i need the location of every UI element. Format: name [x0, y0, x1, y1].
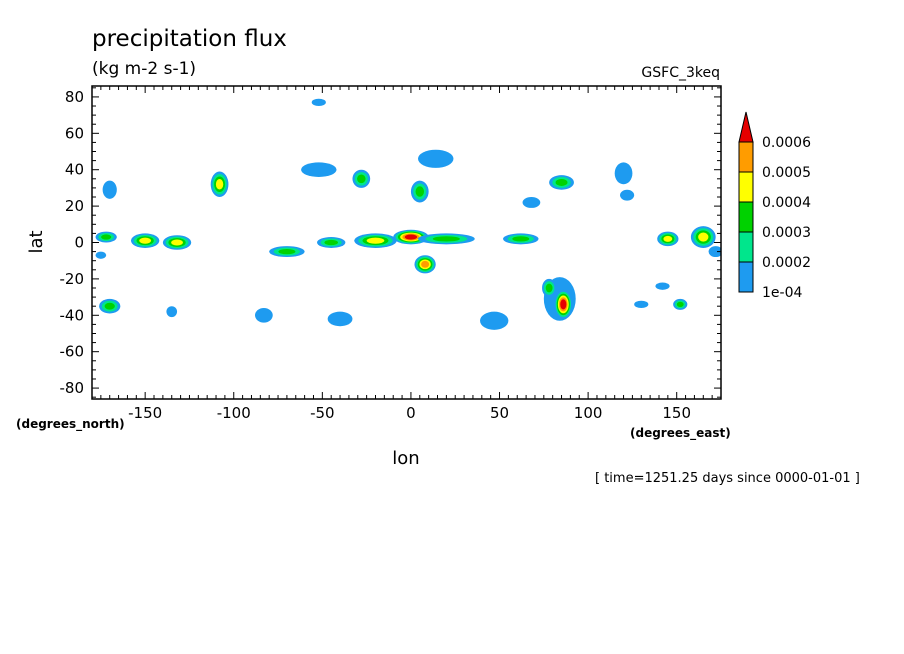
y-tick-label: -20	[60, 270, 85, 288]
precip-feature-11	[503, 233, 539, 245]
contour-band-2	[676, 301, 684, 307]
precip-region-2	[301, 162, 337, 177]
contour-band-5	[560, 299, 567, 310]
x-tick-label: -100	[217, 404, 251, 422]
colorbar-swatch-2	[738, 201, 754, 233]
colorbar-label: 0.0005	[762, 165, 811, 181]
y-tick-label: -80	[60, 379, 85, 397]
precip-feature-7	[269, 246, 305, 258]
contour-band-2	[555, 178, 568, 186]
colorbar-label: 0.0004	[762, 195, 811, 211]
contour-band-3	[171, 239, 183, 246]
x-tick-label: 150	[662, 404, 691, 422]
precip-region-15	[95, 251, 107, 259]
y-units-label: (degrees_north)	[16, 417, 125, 432]
x-tick-label: -50	[310, 404, 335, 422]
precip-feature-2	[554, 289, 573, 319]
precip-feature-17	[99, 298, 121, 314]
colorbar-legend: 1e-04 0.0002 0.0003 0.0004 0.0005 0.0006	[738, 111, 811, 301]
colorbar-label: 0.0006	[762, 135, 811, 151]
precip-feature-18	[542, 278, 557, 298]
contour-band-2	[324, 239, 339, 246]
y-axis-label: lat	[26, 230, 47, 253]
contour-band-5	[404, 234, 418, 240]
time-label: [ time=1251.25 days since 0000-01-01 ]	[595, 471, 860, 486]
chart-subtitle: (kg m-2 s-1)	[92, 59, 196, 79]
y-tick-label: -40	[60, 306, 85, 324]
x-tick-label: -150	[128, 404, 162, 422]
colorbar-label: 1e-04	[762, 285, 802, 301]
colorbar-swatch-3	[738, 171, 754, 203]
colorbar-swatch-1	[738, 231, 754, 263]
source-label: GSFC_3keq	[641, 65, 720, 81]
contour-band-3	[698, 232, 709, 242]
precip-feature-14	[410, 180, 429, 203]
precip-feature-15	[352, 169, 371, 188]
contour-band-3	[366, 237, 385, 244]
contour-band-3	[663, 235, 673, 242]
contour-band-2	[278, 248, 296, 255]
precip-region-3	[418, 149, 454, 168]
y-tick-label: -60	[60, 343, 85, 361]
colorbar-swatch-0	[738, 261, 754, 293]
contour-band-3	[215, 178, 224, 190]
precip-feature-3	[210, 171, 229, 198]
chart-title: precipitation flux	[92, 26, 287, 52]
contour-band-2	[512, 236, 530, 242]
precip-feature-19	[673, 298, 688, 310]
x-axis: -150 -100 -50 0 50 100 150	[100, 86, 722, 422]
y-tick-label: 80	[65, 88, 84, 106]
precip-region-7	[480, 311, 509, 330]
x-axis-label: lon	[392, 448, 419, 469]
contour-band-4	[421, 260, 430, 268]
contour-band-2	[432, 236, 460, 242]
plot-area	[95, 98, 721, 330]
precip-region-0	[102, 180, 117, 199]
precip-feature-0	[393, 229, 429, 245]
precip-feature-12	[657, 231, 679, 247]
precip-feature-9	[354, 233, 397, 248]
contour-band-3	[139, 237, 152, 244]
x-tick-label: 100	[574, 404, 603, 422]
y-tick-label: 40	[65, 161, 84, 179]
precip-region-12	[634, 300, 649, 309]
precip-feature-5	[130, 233, 160, 248]
contour-band-2	[101, 234, 112, 240]
colorbar-label: 0.0003	[762, 225, 811, 241]
y-axis: -80 -60 -40 -20 0 20 40 60 80	[60, 87, 721, 398]
contour-band-2	[357, 174, 366, 184]
y-tick-label: 20	[65, 197, 84, 215]
precip-region-9	[255, 308, 273, 323]
precip-region-6	[522, 197, 541, 208]
precip-region-11	[166, 306, 178, 318]
colorbar-overflow-triangle	[738, 111, 754, 143]
precip-region-1	[311, 98, 326, 107]
colorbar-label: 0.0002	[762, 255, 811, 271]
precip-feature-4	[162, 235, 192, 250]
y-tick-label: 0	[74, 234, 84, 252]
precip-feature-6	[95, 231, 117, 243]
contour-band-2	[104, 302, 115, 310]
contour-band-2	[545, 283, 553, 293]
precip-region-4	[614, 162, 633, 185]
colorbar-swatch-4	[738, 141, 754, 173]
precip-region-10	[327, 311, 353, 327]
precip-feature-16	[549, 175, 574, 190]
x-units-label: (degrees_east)	[630, 426, 731, 441]
precip-region-13	[655, 282, 670, 290]
precip-feature-8	[317, 237, 346, 248]
precip-feature-13	[690, 226, 716, 248]
precip-feature-10	[418, 233, 475, 245]
precip-region-5	[620, 189, 635, 201]
contour-band-2	[415, 186, 425, 197]
x-tick-label: 50	[490, 404, 509, 422]
precip-feature-1	[414, 255, 436, 274]
x-tick-label: 0	[406, 404, 416, 422]
precip-region-14	[708, 246, 721, 258]
y-tick-label: 60	[65, 124, 84, 142]
